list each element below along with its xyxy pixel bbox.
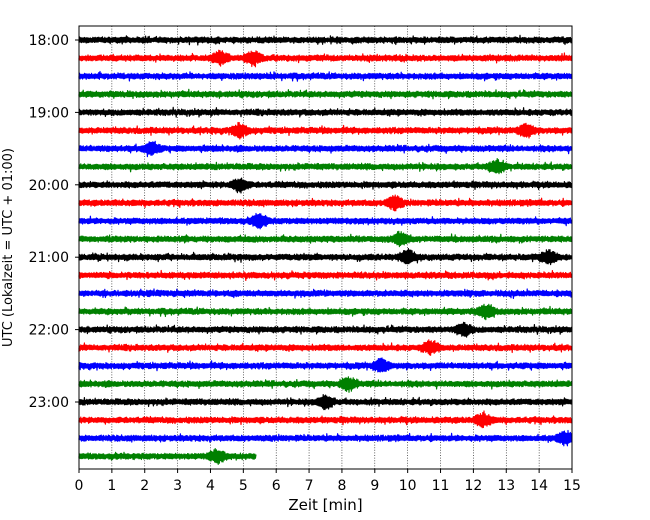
x-tick-label: 8 [337,478,346,494]
seismogram-trace [78,49,573,68]
y-axis-label: UTC (Lokalzeit = UTC + 01:00) [1,148,16,347]
seismogram-trace [78,339,573,356]
y-tick-label: 20:00 [29,178,69,194]
x-axis: 0 1 2 3 4 5 6 7 8 9 10 11 12 13 14 15 [75,469,581,494]
x-axis-label: Zeit [min] [288,496,362,514]
seismogram-traces [78,34,573,465]
y-tick-label: 18:00 [29,33,69,49]
seismogram-trace [78,429,573,447]
x-tick-label: 14 [530,478,548,494]
grid-lines [111,26,540,469]
seismogram-trace [78,212,573,230]
x-tick-label: 0 [75,478,84,494]
x-tick-label: 10 [399,478,417,494]
seismogram-trace [78,288,573,299]
seismogram-trace [78,321,573,338]
x-tick-label: 7 [305,478,314,494]
seismogram-trace [78,88,573,100]
seismogram-trace [78,357,573,373]
x-tick-label: 3 [173,478,182,494]
seismogram-trace [78,106,573,118]
seismogram-trace [78,269,573,281]
seismogram-trace [78,410,573,429]
x-tick-label: 1 [107,478,116,494]
seismogram-trace [78,248,573,266]
seismogram-trace [78,140,573,158]
plot-frame [78,25,573,470]
y-axis: 18:00 19:00 20:00 21:00 22:00 23:00 [29,33,79,411]
seismogram-trace [78,34,573,46]
x-tick-label: 13 [497,478,515,494]
x-tick-label: 15 [563,478,581,494]
x-tick-label: 6 [272,478,281,494]
seismogram-trace [78,303,573,321]
y-tick-label: 19:00 [29,105,69,121]
seismogram-trace [78,448,257,465]
seismogram-trace [78,158,573,175]
seismogram-trace [78,230,573,248]
x-tick-label: 11 [432,478,450,494]
y-tick-label: 22:00 [29,323,69,339]
y-tick-label: 21:00 [29,250,69,266]
seismogram-trace [78,394,573,411]
x-tick-label: 9 [370,478,379,494]
x-tick-label: 4 [206,478,215,494]
seismogram-trace [78,194,573,212]
x-tick-label: 12 [464,478,482,494]
seismogram-trace [78,376,573,393]
y-tick-label: 23:00 [29,395,69,411]
x-tick-label: 2 [140,478,149,494]
seismogram-trace [78,70,573,82]
x-tick-label: 5 [239,478,248,494]
seismogram-trace [78,177,573,194]
seismogram-trace [78,121,573,140]
